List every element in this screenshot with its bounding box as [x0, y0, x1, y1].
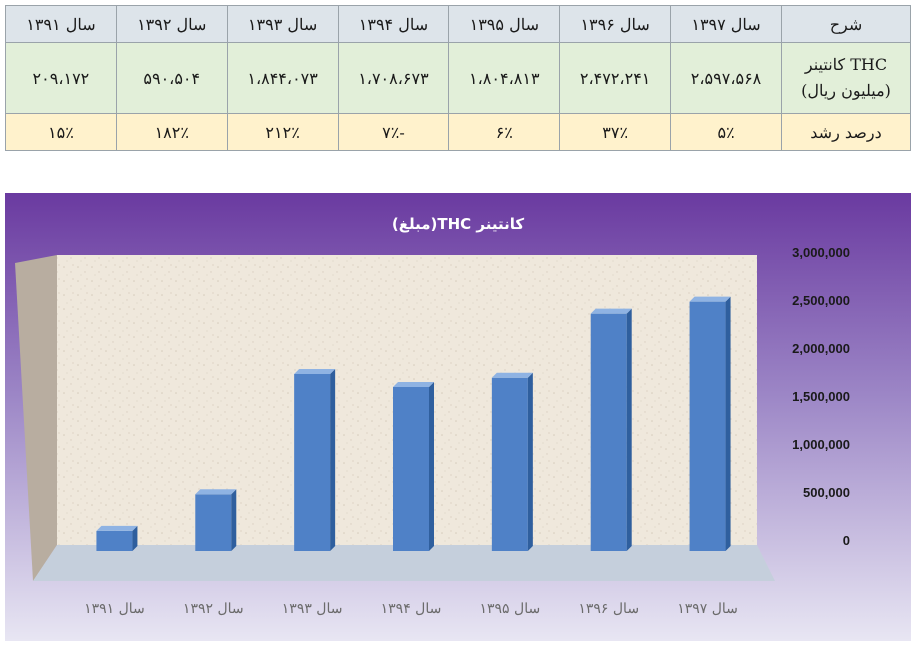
bar-side — [725, 296, 731, 551]
header-label-cell: شرح — [781, 5, 911, 43]
table-growth-row: ۱۵٪ ۱۸۲٪ ۲۱۲٪ ۷٪- ۶٪ ۳۷٪ ۵٪ درصد رشد — [5, 113, 911, 151]
y-tick-label: 1,500,000 — [792, 389, 850, 404]
value-label-line1: کانتینر THC — [804, 55, 888, 74]
header-year-cell: سال ۱۳۹۵ — [448, 5, 561, 43]
bar — [590, 308, 632, 551]
bar-front — [689, 301, 726, 551]
data-table: سال ۱۳۹۱ سال ۱۳۹۲ سال ۱۳۹۳ سال ۱۳۹۴ سال … — [5, 5, 911, 151]
table-value-row: ۲۰۹،۱۷۲ ۵۹۰،۵۰۴ ۱،۸۴۴،۰۷۳ ۱،۷۰۸،۶۷۳ ۱،۸۰… — [5, 42, 911, 114]
chart-title: کانتینر THC(مبلغ) — [392, 215, 524, 233]
growth-cell: ۷٪- — [337, 113, 450, 151]
bar-side — [429, 381, 434, 551]
value-cell: ۲،۵۹۷،۵۶۸ — [670, 42, 782, 114]
x-tick-label: سال ۱۳۹۶ — [578, 601, 639, 617]
bar-top — [195, 489, 237, 495]
x-tick-label: سال ۱۳۹۳ — [282, 601, 343, 617]
y-tick-label: 2,000,000 — [792, 341, 850, 356]
bar-chart: کانتینر THC(مبلغ) 0 500,000 1,000,000 1,500… — [15, 215, 850, 617]
x-tick-label: سال ۱۳۹۲ — [183, 601, 244, 617]
y-tick-label: 500,000 — [803, 485, 850, 500]
bar-front — [294, 373, 331, 551]
bar — [294, 368, 336, 551]
header-year-cell: سال ۱۳۹۲ — [115, 5, 228, 43]
growth-cell: ۳۷٪ — [559, 113, 672, 151]
x-tick-label: سال ۱۳۹۷ — [677, 601, 738, 617]
bar-front — [393, 386, 429, 551]
header-year-cell: سال ۱۳۹۴ — [337, 5, 450, 43]
bar-side — [330, 368, 336, 551]
bar — [491, 372, 533, 551]
value-cell: ۲۰۹،۱۷۲ — [5, 42, 117, 114]
bar — [393, 381, 434, 551]
header-year-cell: سال ۱۳۹۶ — [559, 5, 672, 43]
chart-floor — [33, 545, 775, 581]
bar-front — [195, 494, 232, 551]
bar-top — [689, 296, 731, 302]
value-cell: ۱،۸۴۴،۰۷۳ — [226, 42, 339, 114]
bar-front — [96, 530, 133, 551]
bar — [689, 296, 731, 551]
bar — [195, 489, 237, 551]
bar-top — [294, 368, 336, 374]
bar-side — [527, 372, 533, 551]
bar-front — [590, 313, 627, 551]
x-tick-label: سال ۱۳۹۴ — [381, 601, 442, 617]
value-cell: ۱،۷۰۸،۶۷۳ — [337, 42, 450, 114]
table-header-row: سال ۱۳۹۱ سال ۱۳۹۲ سال ۱۳۹۳ سال ۱۳۹۴ سال … — [5, 5, 911, 43]
y-axis-ticks: 0 500,000 1,000,000 1,500,000 2,000,000 2,500… — [792, 245, 850, 548]
x-axis-ticks: سال ۱۳۹۱ سال ۱۳۹۲ سال ۱۳۹۳ سال ۱۳۹۴ سال ۱۳۹۵… — [84, 601, 738, 617]
header-year-cell: سال ۱۳۹۱ — [5, 5, 117, 43]
bars-layer — [96, 296, 731, 551]
y-tick-label: 3,000,000 — [792, 245, 850, 260]
bar-top — [491, 372, 533, 378]
bar-top — [590, 308, 632, 314]
value-label-cell: کانتینر THC (میلیون ریال) — [781, 42, 911, 114]
growth-cell: ۶٪ — [448, 113, 561, 151]
bar-side — [626, 308, 632, 551]
value-cell: ۱،۸۰۴،۸۱۳ — [448, 42, 561, 114]
growth-cell: ۱۵٪ — [5, 113, 117, 151]
growth-label-cell: درصد رشد — [781, 113, 911, 151]
y-tick-label: 0 — [843, 533, 850, 548]
header-year-cell: سال ۱۳۹۳ — [226, 5, 339, 43]
bar-top — [393, 381, 434, 387]
bar — [96, 525, 138, 551]
value-cell: ۲،۴۷۲،۲۴۱ — [559, 42, 672, 114]
growth-cell: ۲۱۲٪ — [226, 113, 339, 151]
value-cell: ۵۹۰،۵۰۴ — [115, 42, 228, 114]
growth-cell: ۵٪ — [670, 113, 782, 151]
y-tick-label: 2,500,000 — [792, 293, 850, 308]
bar-front — [491, 377, 528, 551]
value-label-line2: (میلیون ریال) — [801, 81, 891, 100]
x-tick-label: سال ۱۳۹۵ — [480, 601, 541, 617]
y-tick-label: 1,000,000 — [792, 437, 850, 452]
bar-top — [96, 525, 138, 531]
chart-panel: کانتینر THC(مبلغ) 0 500,000 1,000,000 1,500… — [5, 193, 911, 641]
header-year-cell: سال ۱۳۹۷ — [670, 5, 782, 43]
bar-side — [132, 525, 138, 551]
growth-cell: ۱۸۲٪ — [115, 113, 228, 151]
chart-side-wall — [15, 255, 57, 581]
bar-side — [231, 489, 237, 551]
x-tick-label: سال ۱۳۹۱ — [84, 601, 145, 617]
